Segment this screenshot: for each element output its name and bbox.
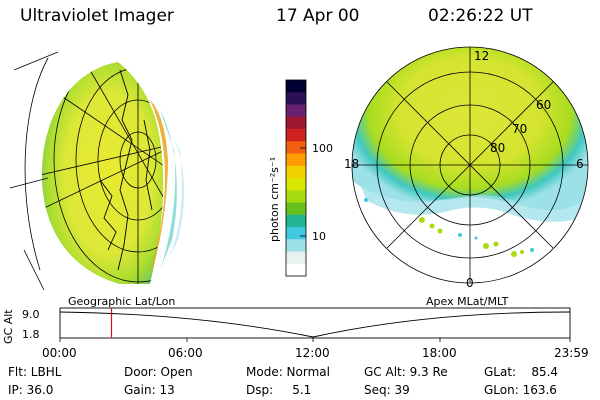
geographic-label: Geographic Lat/Lon xyxy=(68,295,176,308)
colorbar-unit-label: photon cm⁻²s⁻¹ xyxy=(268,157,281,242)
geographic-grid xyxy=(41,62,164,284)
earth-disc xyxy=(41,62,185,284)
colorbar-cell xyxy=(286,129,306,142)
polar-labels: 12 60 70 80 18 6 0 xyxy=(344,49,584,290)
outer-graticule xyxy=(9,51,59,291)
glon-info: GLon: 163.6 xyxy=(484,383,557,397)
gain-info: Gain: 13 xyxy=(124,383,175,397)
mlt-label-6: 6 xyxy=(576,157,584,171)
colorbar-scale xyxy=(286,80,306,277)
glat-info: GLat: 85.4 xyxy=(484,365,559,379)
gc-alt-info: GC Alt: 9.3 Re xyxy=(364,365,448,379)
polar-grid xyxy=(351,46,589,284)
mlt-label-18: 18 xyxy=(344,157,359,171)
seq-info: Seq: 39 xyxy=(364,383,410,397)
colorbar-cell xyxy=(286,227,306,240)
mlat-label-60: 60 xyxy=(536,98,551,112)
altitude-plot-frame xyxy=(59,307,571,339)
colorbar-cell xyxy=(286,178,306,191)
colorbar-tick-label-100: 100 xyxy=(312,142,333,155)
colorbar-cell xyxy=(286,251,306,265)
mlat-label-70: 70 xyxy=(512,122,527,136)
dsp-info: Dsp: 5.1 xyxy=(246,383,312,397)
altitude-curve xyxy=(59,311,571,338)
altitude-tick-1-8: 1.8 xyxy=(22,328,40,341)
colorbar-cell xyxy=(286,153,306,167)
time-tick-1800: 18:00 xyxy=(422,346,457,360)
time-tick-0600: 06:00 xyxy=(168,346,203,360)
colorbar-cell xyxy=(286,165,306,179)
altitude-tick-9: 9.0 xyxy=(22,308,40,321)
colorbar-cell xyxy=(286,104,306,118)
mlt-label-0: 0 xyxy=(466,276,474,290)
colorbar-cell xyxy=(286,92,306,105)
time-axis-ticks xyxy=(59,338,571,342)
filter-info: Flt: LBHL xyxy=(8,365,62,379)
colorbar-cell xyxy=(286,190,306,203)
time-tick-1200: 12:00 xyxy=(295,346,330,360)
time-label: 02:26:22 UT xyxy=(428,6,533,26)
apex-label: Apex MLat/MLT xyxy=(426,295,509,308)
colorbar-frame xyxy=(285,79,307,277)
colorbar-cell xyxy=(286,239,306,252)
mode-info: Mode: Normal xyxy=(246,365,330,379)
date-label: 17 Apr 00 xyxy=(276,6,360,26)
colorbar-cell xyxy=(286,263,306,277)
ip-info: IP: 36.0 xyxy=(8,383,54,397)
time-tick-0000: 00:00 xyxy=(42,346,77,360)
colorbar-tick-label-10: 10 xyxy=(312,230,326,243)
instrument-title: Ultraviolet Imager xyxy=(20,6,174,26)
colorbar-cell xyxy=(286,214,306,228)
colorbar-cell xyxy=(286,116,306,130)
door-info: Door: Open xyxy=(124,365,193,379)
mlat-label-80: 80 xyxy=(490,141,505,155)
time-tick-2359: 23:59 xyxy=(554,346,589,360)
colorbar-cell xyxy=(286,80,306,93)
colorbar-cell xyxy=(286,141,306,154)
colorbar-cell xyxy=(286,202,306,216)
mlt-label-12: 12 xyxy=(474,49,489,63)
